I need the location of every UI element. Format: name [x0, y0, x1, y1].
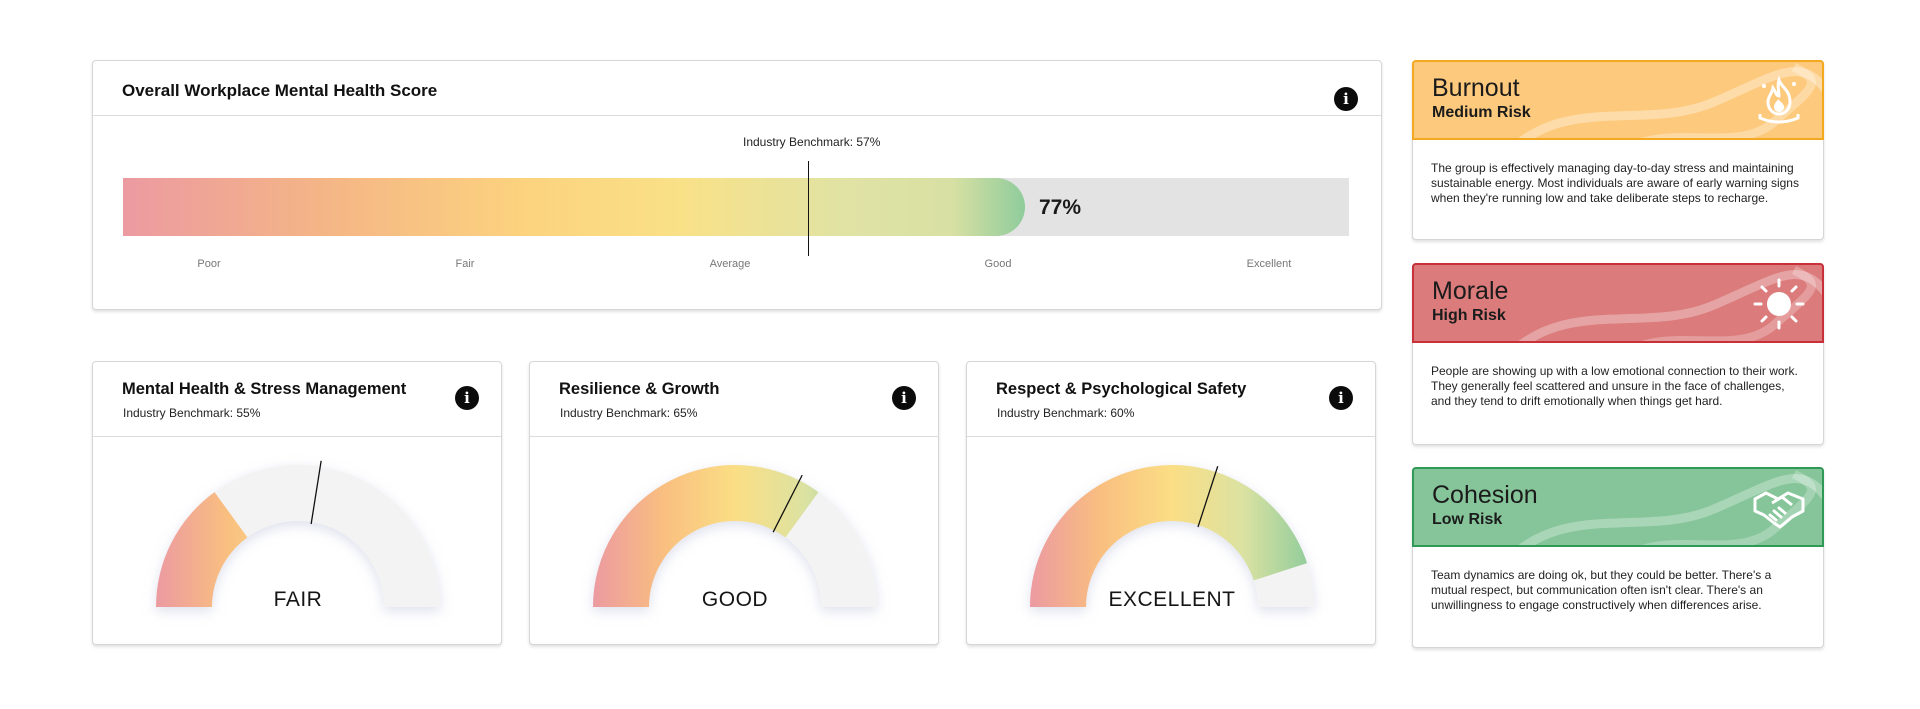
- gauge-fill: [593, 465, 819, 607]
- decorative-swirl: [1518, 62, 1822, 138]
- gauge-chart: [1030, 465, 1314, 607]
- risk-level: High Risk: [1432, 307, 1506, 324]
- score-bar-track: [123, 178, 1349, 236]
- gauge-chart: [593, 465, 877, 607]
- gauge-track: [156, 465, 440, 607]
- scale-label-poor: Poor: [197, 258, 221, 270]
- decorative-swirl: [1518, 265, 1822, 341]
- info-icon[interactable]: i: [1329, 386, 1353, 410]
- gauge-title: Respect & Psychological Safety: [996, 380, 1247, 398]
- scale-label-good: Good: [984, 258, 1012, 270]
- gauge-benchmark-label: Industry Benchmark: 65%: [560, 406, 698, 420]
- decorative-swirl: [1518, 469, 1822, 545]
- risk-card-cohesion: Cohesion Low Risk Team dynamics are doin…: [1412, 467, 1824, 648]
- scale-label-fair: Fair: [455, 258, 475, 270]
- overall-score-card: Overall Workplace Mental Health Score i …: [92, 60, 1382, 310]
- risk-title: Burnout: [1432, 74, 1520, 102]
- risk-header: Morale High Risk: [1412, 263, 1824, 343]
- gauge-chart: [156, 460, 440, 607]
- risk-card-burnout: Burnout Medium Risk The group is effecti…: [1412, 60, 1824, 240]
- risk-card-morale: Morale High Risk People are showing up w…: [1412, 263, 1824, 445]
- benchmark-marker: [808, 161, 809, 256]
- gauge-title: Resilience & Growth: [559, 380, 720, 398]
- scale-label-average: Average: [709, 258, 751, 270]
- gauge-benchmark-marker: [1197, 466, 1219, 528]
- gauge-card-respect: Respect & Psychological Safety Industry …: [966, 361, 1376, 645]
- gauge-fill: [1030, 465, 1308, 607]
- overall-score-title: Overall Workplace Mental Health Score: [122, 81, 438, 100]
- risk-title: Cohesion: [1432, 481, 1538, 509]
- score-bar-fill: [123, 178, 1025, 236]
- gauge-fill: [156, 492, 248, 607]
- gauge-card-resilience: Resilience & Growth Industry Benchmark: …: [529, 361, 939, 645]
- gauge-benchmark-label: Industry Benchmark: 60%: [997, 406, 1135, 420]
- divider: [93, 115, 1381, 116]
- scale-label-excellent: Excellent: [1246, 258, 1292, 270]
- gauge-benchmark-marker: [310, 460, 322, 525]
- divider: [967, 436, 1375, 437]
- gauge-rating: FAIR: [273, 588, 323, 611]
- divider: [93, 436, 501, 437]
- gauge-title: Mental Health & Stress Management: [122, 380, 407, 398]
- risk-description: Team dynamics are doing ok, but they cou…: [1431, 568, 1772, 612]
- divider: [530, 436, 938, 437]
- info-icon[interactable]: i: [1334, 87, 1358, 111]
- risk-header: Burnout Medium Risk: [1412, 60, 1824, 140]
- score-percentage: 77%: [1039, 196, 1082, 219]
- risk-level: Medium Risk: [1432, 104, 1531, 121]
- risk-title: Morale: [1432, 277, 1509, 305]
- gauge-card-stress: Mental Health & Stress Management Indust…: [92, 361, 502, 645]
- info-icon[interactable]: i: [455, 386, 479, 410]
- risk-level: Low Risk: [1432, 511, 1503, 528]
- flame-icon: [1758, 75, 1800, 124]
- sun-icon: [1753, 278, 1805, 330]
- gauge-benchmark-label: Industry Benchmark: 55%: [123, 406, 261, 420]
- risk-description: People are showing up with a low emotion…: [1431, 364, 1798, 408]
- gauge-rating: GOOD: [701, 588, 769, 611]
- info-icon[interactable]: i: [892, 386, 916, 410]
- benchmark-label: Industry Benchmark: 57%: [743, 135, 881, 149]
- gauge-rating: EXCELLENT: [1108, 588, 1236, 611]
- handshake-icon: [1753, 491, 1805, 529]
- risk-description: The group is effectively managing day-to…: [1431, 161, 1799, 205]
- risk-header: Cohesion Low Risk: [1412, 467, 1824, 547]
- gauge-benchmark-marker: [772, 474, 803, 533]
